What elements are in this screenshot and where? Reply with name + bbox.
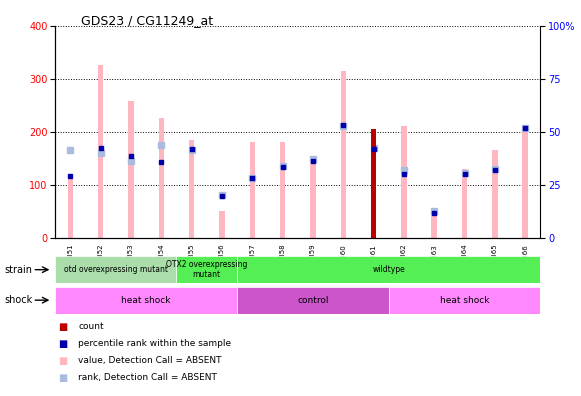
Bar <box>237 256 540 283</box>
Bar <box>128 101 134 238</box>
Text: count: count <box>78 322 104 331</box>
Bar <box>55 287 237 314</box>
Text: strain: strain <box>5 265 33 275</box>
Text: ■: ■ <box>58 339 67 349</box>
Bar <box>219 211 225 238</box>
Text: heat shock: heat shock <box>121 296 171 305</box>
Bar <box>237 287 389 314</box>
Bar <box>371 129 376 238</box>
Text: ■: ■ <box>58 356 67 366</box>
Bar <box>177 256 237 283</box>
Bar <box>401 126 407 238</box>
Bar <box>55 256 177 283</box>
Text: percentile rank within the sample: percentile rank within the sample <box>78 339 232 348</box>
Bar <box>189 140 195 238</box>
Bar <box>371 129 376 238</box>
Text: ■: ■ <box>58 322 67 332</box>
Bar <box>340 71 346 238</box>
Bar <box>432 208 437 238</box>
Text: shock: shock <box>5 295 33 305</box>
Bar <box>280 142 285 238</box>
Text: OTX2 overexpressing
mutant: OTX2 overexpressing mutant <box>166 260 248 279</box>
Text: rank, Detection Call = ABSENT: rank, Detection Call = ABSENT <box>78 373 217 382</box>
Bar <box>250 142 255 238</box>
Bar <box>389 287 540 314</box>
Text: control: control <box>297 296 329 305</box>
Bar <box>67 174 73 238</box>
Bar <box>522 129 528 238</box>
Bar <box>159 118 164 238</box>
Text: value, Detection Call = ABSENT: value, Detection Call = ABSENT <box>78 356 222 365</box>
Text: otd overexpressing mutant: otd overexpressing mutant <box>64 265 168 274</box>
Text: heat shock: heat shock <box>440 296 489 305</box>
Bar <box>310 156 315 238</box>
Bar <box>492 150 497 238</box>
Text: ■: ■ <box>58 373 67 383</box>
Text: wildtype: wildtype <box>372 265 405 274</box>
Text: GDS23 / CG11249_at: GDS23 / CG11249_at <box>81 14 213 27</box>
Bar <box>462 169 467 238</box>
Bar <box>98 65 103 238</box>
